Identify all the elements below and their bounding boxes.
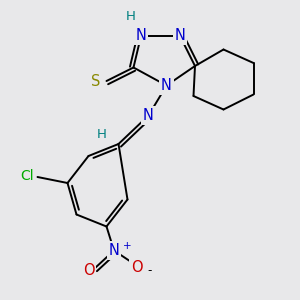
- Text: N: N: [161, 78, 172, 93]
- Text: H: H: [126, 10, 135, 23]
- Text: O: O: [131, 260, 142, 275]
- Text: Cl: Cl: [20, 169, 34, 182]
- Text: N: N: [143, 108, 154, 123]
- Text: -: -: [147, 264, 151, 278]
- Text: N: N: [109, 243, 119, 258]
- Text: N: N: [175, 28, 185, 44]
- Text: +: +: [123, 241, 132, 251]
- Text: N: N: [136, 28, 146, 44]
- Text: O: O: [83, 263, 94, 278]
- Text: H: H: [97, 128, 107, 142]
- Text: S: S: [91, 74, 101, 88]
